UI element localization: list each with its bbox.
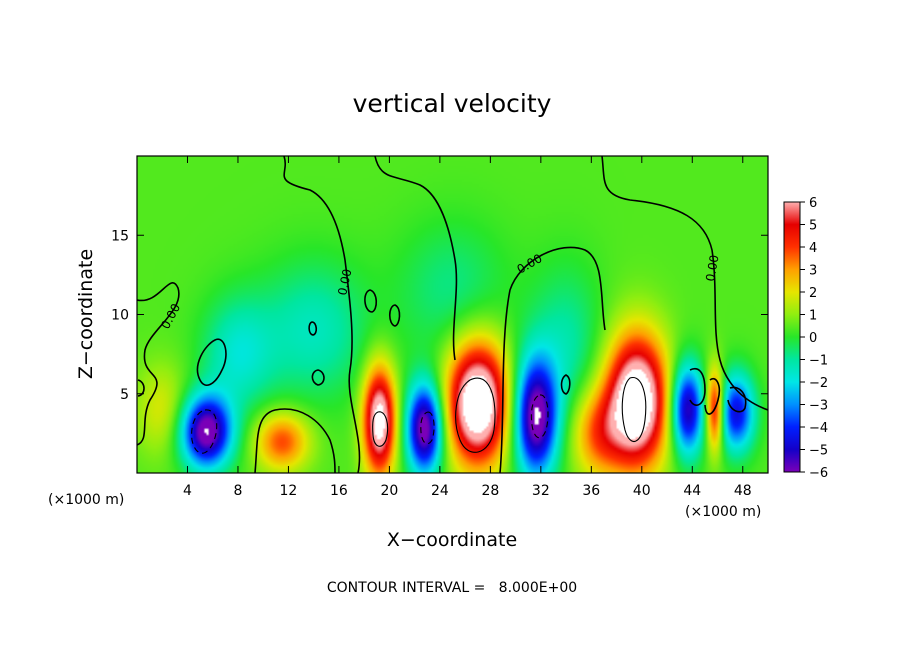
zero-contour bbox=[137, 379, 145, 397]
negative-contour bbox=[420, 411, 435, 445]
contour-interval-note: CONTOUR INTERVAL = 8.000E+00 bbox=[327, 580, 577, 596]
colorbar-tick-label: 6 bbox=[809, 196, 817, 211]
colorbar-tick-label: −1 bbox=[809, 354, 828, 369]
colorbar bbox=[783, 201, 801, 473]
negative-contour bbox=[530, 394, 549, 439]
colorbar-tick-label: 5 bbox=[809, 219, 817, 234]
x-axis: 4 8 12 16 20 24 28 32 36 40 44 48 bbox=[183, 156, 752, 499]
y-axis-label: Z−coordinate bbox=[75, 249, 97, 379]
x-tick-label: 20 bbox=[380, 483, 398, 499]
zero-contour bbox=[372, 411, 389, 447]
zero-contour bbox=[560, 374, 571, 395]
zero-contour bbox=[364, 289, 378, 313]
x-tick-label: 16 bbox=[330, 483, 348, 499]
zero-contour bbox=[455, 377, 496, 453]
x-tick-label: 48 bbox=[734, 483, 752, 499]
zero-contour bbox=[137, 282, 180, 446]
colorbar-tick-label: 0 bbox=[809, 331, 817, 346]
negative-contour bbox=[191, 409, 218, 454]
zero-contour bbox=[689, 368, 706, 406]
colorbar-tick-label: 2 bbox=[809, 286, 817, 301]
contour-label: 0.00 bbox=[335, 268, 354, 297]
x-tick-label: 36 bbox=[582, 483, 600, 499]
zero-contour bbox=[388, 304, 401, 327]
x-tick-label: 44 bbox=[683, 483, 701, 499]
colorbar-tick-label: 1 bbox=[809, 309, 817, 324]
colorbar-tick-label: −2 bbox=[809, 376, 828, 391]
zero-contour bbox=[621, 377, 647, 442]
zero-contour bbox=[601, 156, 768, 411]
x-unit-left: (×1000 m) bbox=[48, 492, 124, 508]
contour-labels: 0.00 0.00 0.00 0.00 bbox=[158, 251, 721, 331]
chart-title: vertical velocity bbox=[353, 89, 552, 118]
zero-contour bbox=[311, 369, 325, 386]
x-tick-label: 24 bbox=[431, 483, 449, 499]
zero-contour bbox=[727, 386, 747, 413]
colorbar-tick-label: −5 bbox=[809, 444, 828, 459]
colorbar-tick-label: −4 bbox=[809, 421, 828, 436]
x-tick-label: 40 bbox=[633, 483, 651, 499]
colorbar-tick-label: −3 bbox=[809, 399, 828, 414]
contour-lines bbox=[137, 156, 768, 473]
y-axis: 5 10 15 bbox=[111, 228, 768, 403]
x-tick-label: 8 bbox=[233, 483, 242, 499]
colorbar-tick-label: 3 bbox=[809, 264, 817, 279]
y-tick-label: 10 bbox=[111, 308, 129, 324]
x-tick-label: 12 bbox=[280, 483, 298, 499]
y-tick-label: 15 bbox=[111, 228, 129, 244]
velocity-field bbox=[137, 156, 768, 473]
x-unit-right: (×1000 m) bbox=[685, 504, 761, 520]
x-axis-label: X−coordinate bbox=[387, 529, 517, 551]
x-tick-label: 28 bbox=[481, 483, 499, 499]
y-tick-label: 5 bbox=[120, 387, 129, 403]
zero-contour bbox=[254, 408, 336, 473]
colorbar-tick-label: −6 bbox=[809, 466, 828, 481]
zero-contour bbox=[283, 156, 361, 473]
colorbar-ticks: 6 5 4 3 2 1 0 −1 −2 −3 −4 −5 −6 bbox=[800, 196, 828, 481]
zero-contour bbox=[196, 338, 227, 386]
colorbar-tick-label: 4 bbox=[809, 241, 817, 256]
contour-label: 0.00 bbox=[703, 254, 721, 283]
zero-contour bbox=[499, 246, 606, 473]
zero-contour bbox=[704, 378, 721, 415]
x-tick-label: 4 bbox=[183, 483, 192, 499]
zero-contour bbox=[308, 321, 318, 336]
x-tick-label: 32 bbox=[532, 483, 550, 499]
zero-contour bbox=[374, 156, 458, 361]
